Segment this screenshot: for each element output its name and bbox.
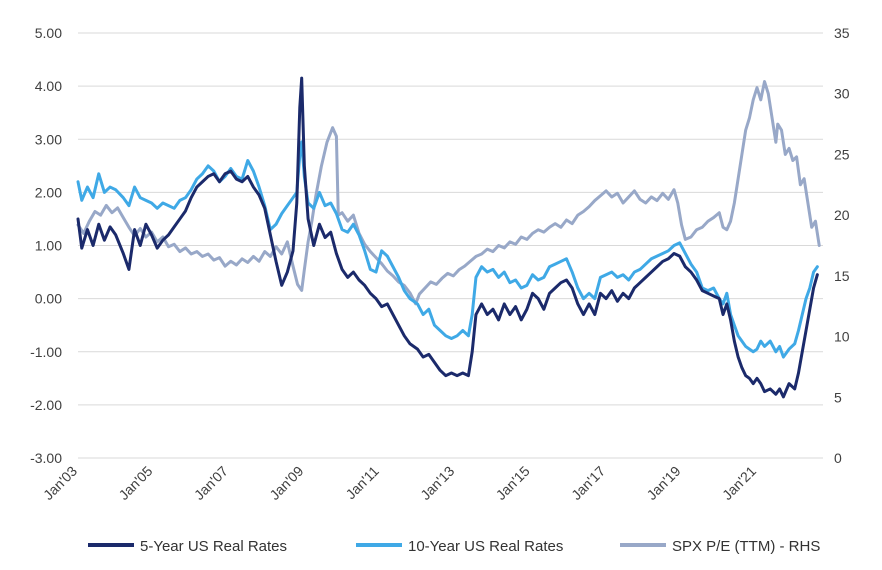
left-tick-label: -1.00 [30,344,62,360]
x-tick-label: Jan'09 [266,463,306,503]
right-tick-label: 15 [834,268,850,284]
right-tick-label: 25 [834,146,850,162]
left-tick-label: 2.00 [35,184,62,200]
left-tick-label: -3.00 [30,450,62,466]
x-axis: Jan'03 Jan'05 Jan'07 Jan'09 Jan'11 Jan'13 Jan'… [40,463,759,503]
x-tick-label: Jan'05 [115,463,155,503]
left-tick-label: 0.00 [35,291,62,307]
series-line-2 [76,140,819,359]
right-tick-label: 0 [834,450,842,466]
legend-label-3: SPX P/E (TTM) - RHS [672,538,820,555]
right-tick-label: 35 [834,25,850,41]
series-line-3 [76,80,821,306]
series-lines [76,76,821,399]
x-tick-label: Jan'13 [417,463,457,503]
right-tick-label: 10 [834,329,850,345]
x-tick-label: Jan'07 [191,463,231,503]
x-tick-label: Jan'19 [643,463,683,503]
x-tick-label: Jan'11 [342,463,382,503]
legend-label-2: 10-Year US Real Rates [408,538,563,555]
series-line-1 [76,76,819,399]
right-axis: 35 30 25 20 15 10 5 0 [834,25,850,466]
right-tick-label: 5 [834,389,842,405]
right-tick-label: 20 [834,207,850,223]
right-tick-label: 30 [834,86,850,102]
x-tick-label: Jan'03 [40,463,80,503]
left-tick-label: 1.00 [35,238,62,254]
legend: 5-Year US Real Rates 10-Year US Real Rate… [88,538,820,555]
x-tick-label: Jan'21 [719,463,759,503]
x-tick-label: Jan'15 [493,463,533,503]
left-tick-label: 5.00 [35,25,62,41]
left-tick-label: 4.00 [35,78,62,94]
left-tick-label: 3.00 [35,131,62,147]
legend-label-1: 5-Year US Real Rates [140,538,287,555]
x-tick-label: Jan'17 [568,463,608,503]
gridlines [78,32,823,459]
left-axis: 5.00 4.00 3.00 2.00 1.00 0.00 -1.00 -2.00 -3.00 [30,25,62,466]
left-tick-label: -2.00 [30,397,62,413]
